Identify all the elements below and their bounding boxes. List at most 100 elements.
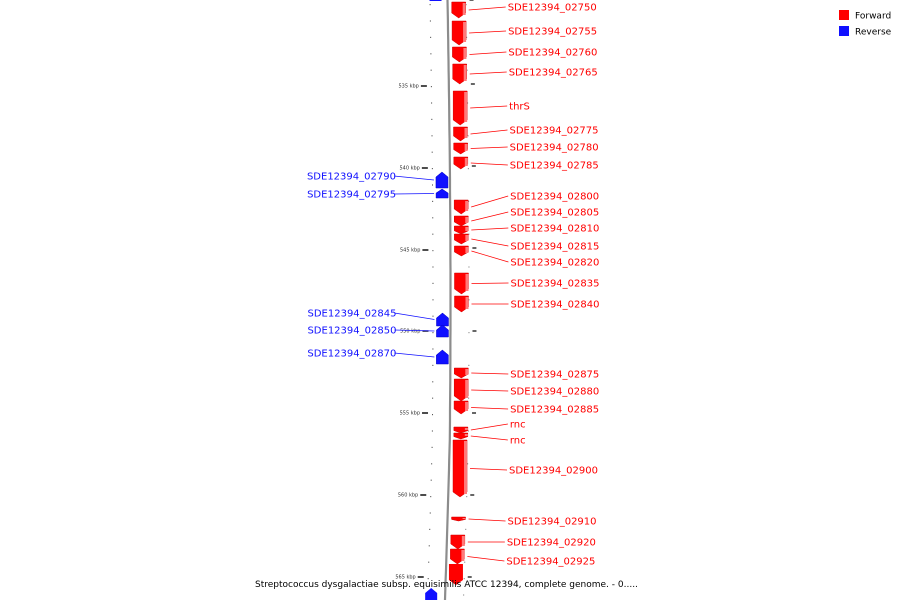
gene-label[interactable]: SDE12394_02755 [508,27,597,38]
minor-tick [429,528,431,530]
forward-gene-arrow[interactable] [454,225,469,235]
forward-gene-arrow[interactable] [450,534,466,550]
gene-label[interactable]: SDE12394_02785 [510,161,599,172]
minor-tick [468,233,470,235]
gene-label[interactable]: SDE12394_02840 [510,300,599,311]
gene-label[interactable]: SDE12394_02885 [510,405,599,416]
gene-label[interactable]: SDE12394_02820 [510,258,599,269]
label-leader-line [468,6,506,11]
gene-label[interactable]: SDE12394_02910 [508,517,597,528]
gene-label[interactable]: SDE12394_02900 [509,466,598,477]
gene-label[interactable]: SDE12394_02880 [510,387,599,398]
forward-gene-highlight [465,369,469,375]
minor-tick [467,463,469,465]
minor-tick [463,578,465,580]
forward-gene-arrow[interactable] [450,548,465,565]
reverse-gene-arrow[interactable] [436,349,449,365]
reverse-gene-arrow[interactable] [425,588,438,600]
genome-backbone [443,0,452,600]
minor-tick [432,332,434,334]
gene-label[interactable]: SDE12394_02805 [510,208,599,219]
minor-tick [427,578,429,580]
forward-gene-arrow[interactable] [451,516,466,522]
forward-gene-arrow[interactable] [454,272,469,295]
forward-gene-arrow[interactable] [454,245,469,257]
gene-label[interactable]: SDE12394_02875 [510,370,599,381]
forward-gene-arrow[interactable] [454,215,469,227]
forward-gene-arrow[interactable] [452,90,468,126]
forward-gene-highlight [464,158,468,166]
minor-tick [432,233,434,235]
gene-label[interactable]: SDE12394_02810 [510,224,599,235]
gene-label[interactable]: SDE12394_02835 [510,279,599,290]
forward-gene-arrow[interactable] [453,378,469,402]
forward-gene-highlight [462,3,466,15]
minor-tick [430,479,432,481]
forward-gene-highlight [464,428,468,430]
forward-gene-arrow[interactable] [453,142,468,155]
reverse-gene-arrow[interactable] [435,171,449,189]
label-leader-line [471,389,509,392]
gene-label[interactable]: SDE12394_02920 [507,538,596,549]
legend-label-forward: Forward [855,12,891,22]
label-leader-line [471,211,509,222]
gene-label[interactable]: SDE12394_02765 [509,68,598,79]
gene-label[interactable]: SDE12394_02780 [510,143,599,154]
label-leader-line [394,329,435,332]
minor-tick [430,496,432,498]
forward-gene-arrow[interactable] [454,295,469,313]
forward-gene-highlight [464,434,468,436]
major-tick-label: 545 kbp [400,248,420,254]
forward-gene-arrow[interactable] [453,432,469,440]
forward-gene-arrow[interactable] [453,156,469,170]
forward-gene-arrow[interactable] [452,439,468,498]
forward-gene-arrow[interactable] [454,233,469,245]
minor-tick [468,299,470,301]
reverse-gene-arrow[interactable] [436,324,449,338]
gene-label[interactable]: SDE12394_02775 [509,126,598,137]
minor-tick [432,282,434,284]
gene-label[interactable]: SDE12394_02790 [307,172,396,183]
forward-gene-arrow[interactable] [448,564,463,585]
major-tick-label: 540 kbp [399,166,419,172]
minor-tick [432,364,434,366]
label-leader-line [471,227,509,231]
minor-tick [431,102,433,104]
gene-label[interactable]: SDE12394_02870 [307,349,396,360]
forward-gene-arrow[interactable] [451,1,466,19]
forward-gene-arrow[interactable] [453,126,468,142]
gene-label[interactable]: SDE12394_02760 [508,48,597,59]
gene-label[interactable]: SDE12394_02800 [510,192,599,203]
gene-label[interactable]: SDE12394_02850 [307,326,396,337]
forward-gene-arrow[interactable] [453,426,469,434]
forward-gene-arrow[interactable] [452,63,467,85]
minor-tick [431,135,433,137]
minor-tick [468,200,470,202]
legend-swatch-reverse [839,26,849,36]
forward-gene-arrow[interactable] [452,46,467,63]
gene-label[interactable]: SDE12394_02750 [508,3,597,14]
forward-gene-arrow[interactable] [453,400,469,415]
forward-gene-highlight [463,48,467,59]
forward-gene-arrow[interactable] [454,367,469,379]
label-leader-line [469,71,507,75]
minor-tick [468,397,470,399]
reverse-gene-arrow[interactable] [435,188,449,199]
gene-label[interactable]: SDE12394_02795 [307,190,396,201]
forward-gene-arrow[interactable] [453,199,469,215]
label-leader-line [471,195,509,208]
gene-label[interactable]: SDE12394_02845 [307,309,396,320]
gene-label[interactable]: SDE12394_02925 [506,557,595,568]
minor-tick [432,381,434,383]
major-ticks: 535 kbp 540 kbp 545 kbp 550 kbp 555 kbp 560 k… [395,84,429,581]
gene-label[interactable]: rnc [510,436,526,447]
gene-label[interactable]: thrS [509,102,530,113]
minor-tick [432,315,434,317]
gene-label[interactable]: SDE12394_02815 [510,242,599,253]
forward-gene-arrow[interactable] [451,20,467,46]
reverse-gene-arrow[interactable] [436,312,449,327]
minor-tick [429,512,431,514]
gene-label[interactable]: rnc [510,420,526,431]
reverse-gene-arrow[interactable] [429,0,442,1]
label-leader-line [468,518,506,522]
